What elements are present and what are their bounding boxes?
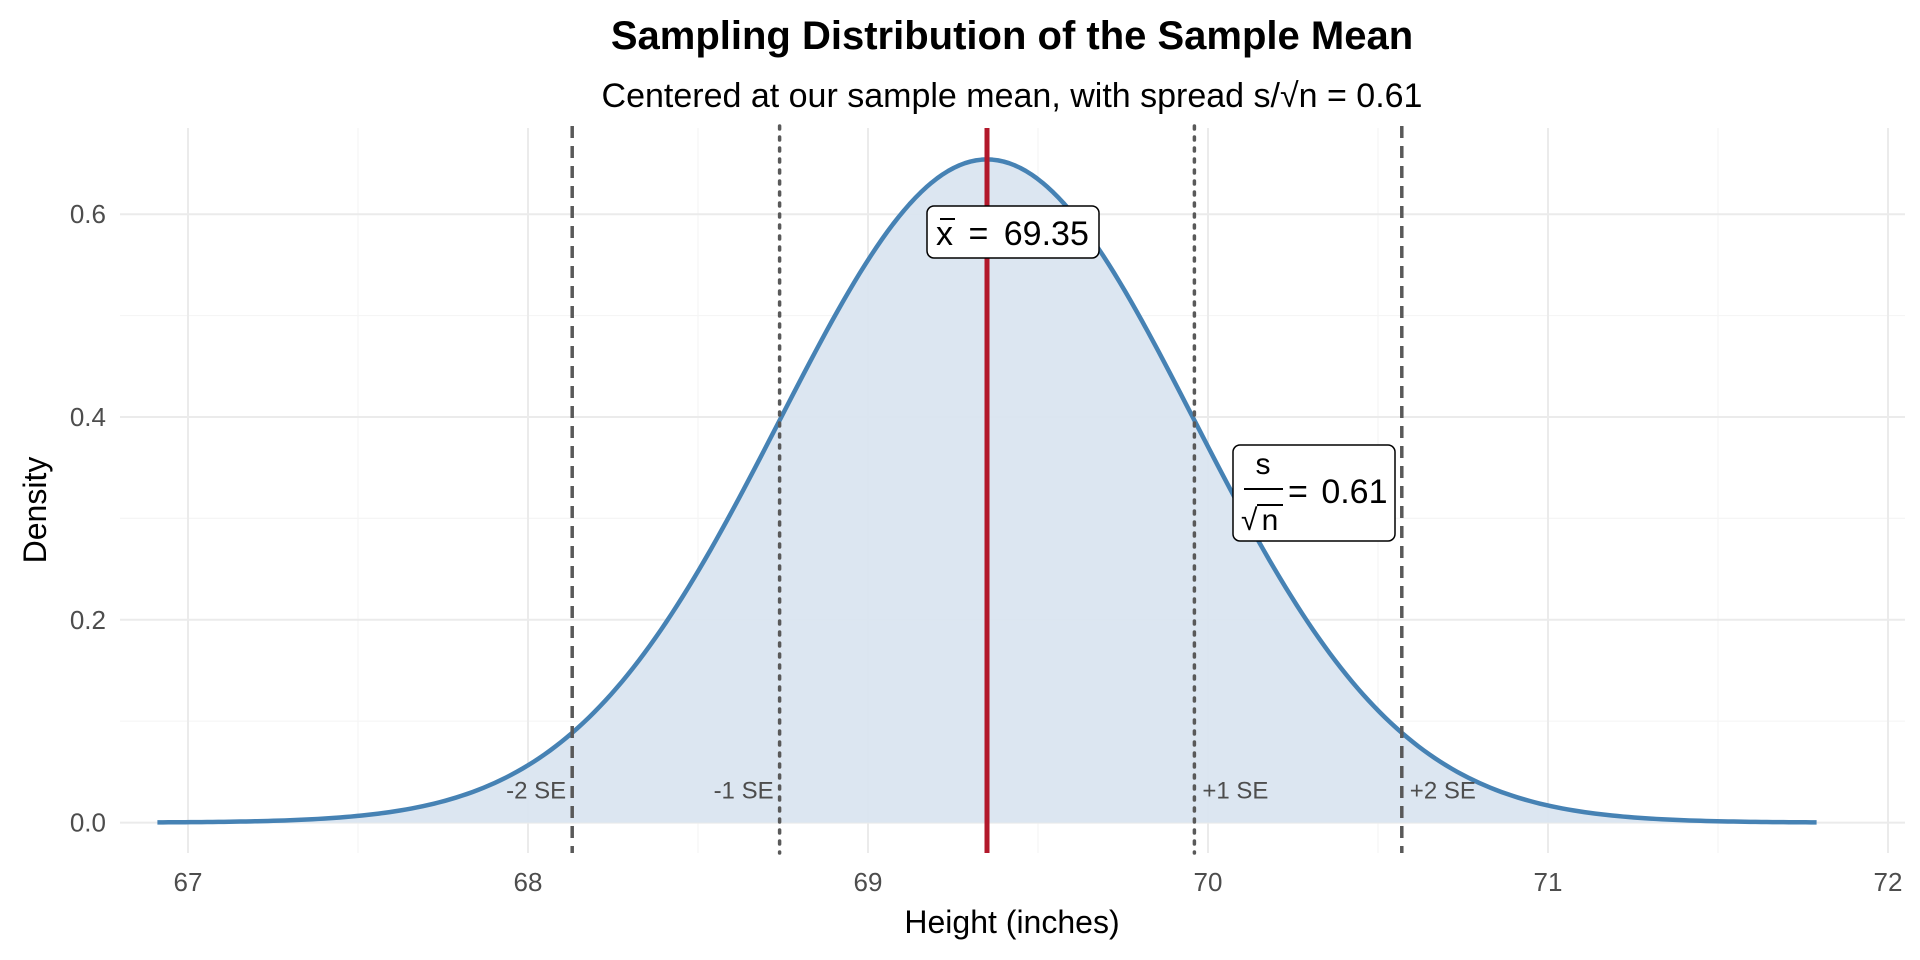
x-tick-label: 69 (854, 867, 883, 897)
se-label-plus-2-se: +2 SE (1410, 778, 1476, 805)
se-annotation: s √ n = 0.61 (1232, 444, 1396, 542)
x-tick-label: 70 (1194, 867, 1223, 897)
x-tick-label: 72 (1874, 867, 1903, 897)
y-axis-label: Density (17, 457, 53, 564)
axis-ticks: 67 68 69 70 71 72 0.0 0.2 0.4 0.6 (70, 199, 1903, 897)
se-label-minus-2-se: -2 SE (506, 778, 566, 805)
x-tick-label: 67 (174, 867, 203, 897)
svg-text:x = 69.35: x = 69.35 (936, 215, 1089, 253)
y-tick-label: 0.0 (70, 808, 106, 838)
se-label-minus-1-se: -1 SE (714, 778, 774, 805)
se-numerator: s (1256, 448, 1271, 481)
chart-title: Sampling Distribution of the Sample Mean (611, 14, 1413, 58)
mean-annotation: x = 69.35 (926, 205, 1100, 259)
chart-subtitle: Centered at our sample mean, with spread… (602, 77, 1423, 115)
mean-annotation-box (926, 205, 1100, 259)
mean-equals: = (968, 215, 988, 253)
y-tick-label: 0.2 (70, 605, 106, 635)
svg-text:= 0.61: = 0.61 (1288, 473, 1388, 511)
se-equals: = (1288, 473, 1308, 511)
se-annotation-box (1232, 444, 1396, 542)
x-axis-label: Height (inches) (904, 904, 1119, 940)
se-denominator: n (1262, 504, 1279, 537)
se-root-symbol: √ (1241, 504, 1258, 537)
se-label-plus-1-se: +1 SE (1202, 778, 1268, 805)
mean-symbol: x (936, 215, 953, 253)
y-tick-label: 0.4 (70, 402, 106, 432)
x-tick-label: 68 (514, 867, 543, 897)
mean-value: 69.35 (1004, 215, 1089, 253)
x-tick-label: 71 (1534, 867, 1563, 897)
se-labels: -2 SE -1 SE +1 SE +2 SE (506, 778, 1476, 805)
se-value: 0.61 (1321, 473, 1387, 511)
y-tick-label: 0.6 (70, 199, 106, 229)
se-reference-lines (570, 124, 1404, 855)
